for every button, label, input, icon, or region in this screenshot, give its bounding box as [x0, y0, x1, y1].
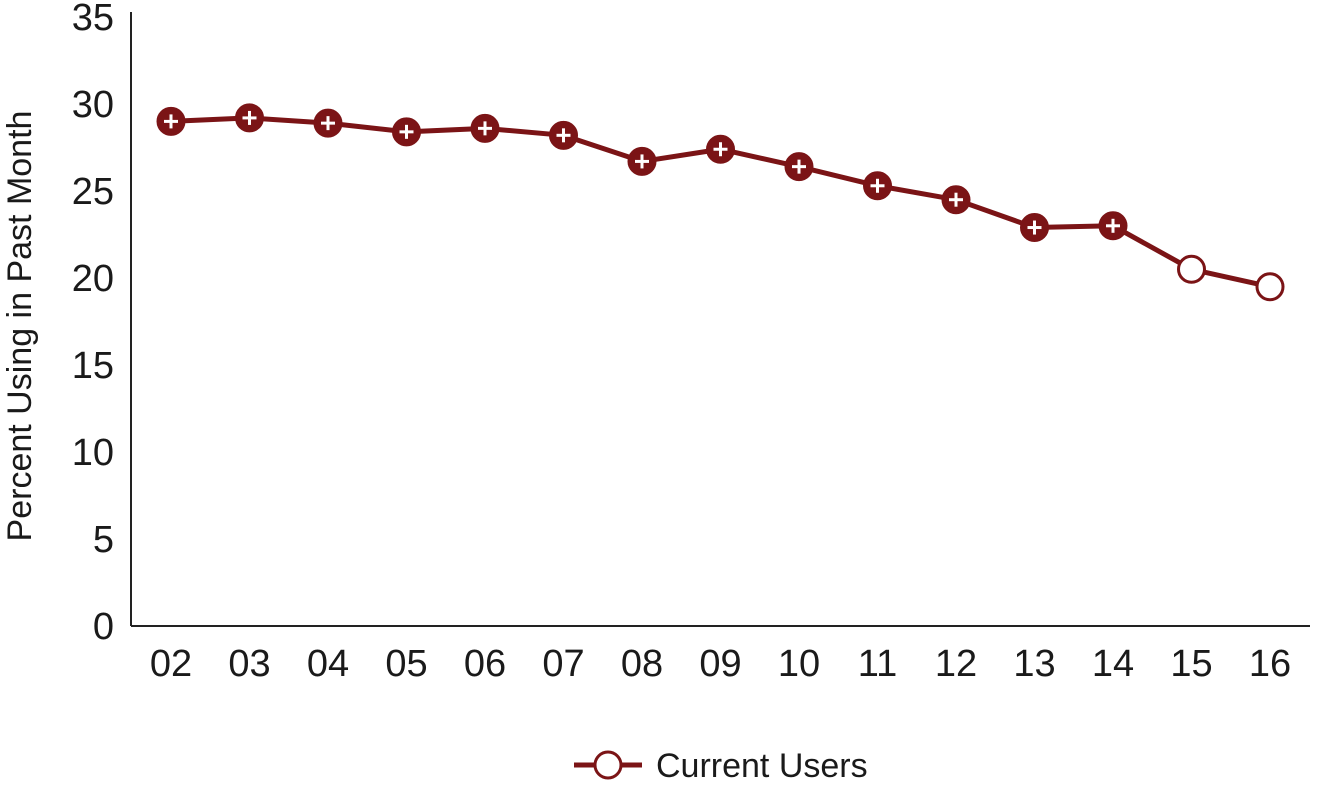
y-axis-title: Percent Using in Past Month [1, 111, 39, 542]
data-point [1177, 254, 1206, 284]
data-point [784, 152, 814, 182]
y-tick-label: 35 [72, 0, 114, 39]
y-tick-label: 25 [72, 171, 114, 213]
x-tick-label: 12 [935, 643, 977, 685]
data-point-marker [1255, 272, 1285, 302]
y-tick-label: 30 [72, 84, 114, 126]
x-tick-label: 16 [1249, 643, 1291, 685]
data-point-marker [1177, 254, 1206, 284]
legend: Current Users [574, 747, 868, 785]
legend-label-current-users: Current Users [656, 747, 868, 785]
data-point [313, 108, 343, 138]
x-tick-label: 02 [150, 643, 192, 685]
x-axis-tick-labels: 02 03 04 05 06 07 08 09 10 11 12 13 14 15 16 [150, 643, 1291, 685]
x-tick-label: 15 [1170, 643, 1212, 685]
data-point [627, 146, 657, 176]
x-tick-label: 05 [385, 643, 427, 685]
x-tick-label: 04 [307, 643, 349, 685]
data-point [941, 185, 971, 215]
data-point [470, 113, 500, 143]
data-point [1255, 272, 1285, 302]
data-point [156, 106, 186, 136]
x-tick-label: 13 [1013, 643, 1055, 685]
data-point [235, 103, 264, 133]
data-point [863, 171, 892, 201]
x-tick-label: 03 [228, 643, 270, 685]
x-tick-label: 06 [464, 643, 506, 685]
x-tick-label: 09 [699, 643, 741, 685]
y-tick-label: 20 [72, 258, 114, 300]
legend-marker-swatch [593, 750, 623, 780]
y-tick-label: 15 [72, 345, 114, 387]
series-layer [156, 103, 1285, 302]
y-tick-label: 0 [93, 606, 114, 648]
data-point [1098, 211, 1128, 241]
data-point [549, 120, 578, 150]
data-point [392, 117, 421, 147]
data-point [706, 134, 735, 164]
x-tick-label: 14 [1092, 643, 1134, 685]
x-tick-label: 08 [621, 643, 663, 685]
x-tick-label: 11 [858, 643, 897, 685]
data-point [1020, 213, 1049, 243]
y-tick-label: 5 [93, 519, 114, 561]
y-tick-label: 10 [72, 432, 114, 474]
x-tick-label: 10 [778, 643, 820, 685]
y-axis-tick-labels: 0 5 10 15 20 25 30 35 [72, 0, 114, 648]
x-tick-label: 07 [542, 643, 584, 685]
